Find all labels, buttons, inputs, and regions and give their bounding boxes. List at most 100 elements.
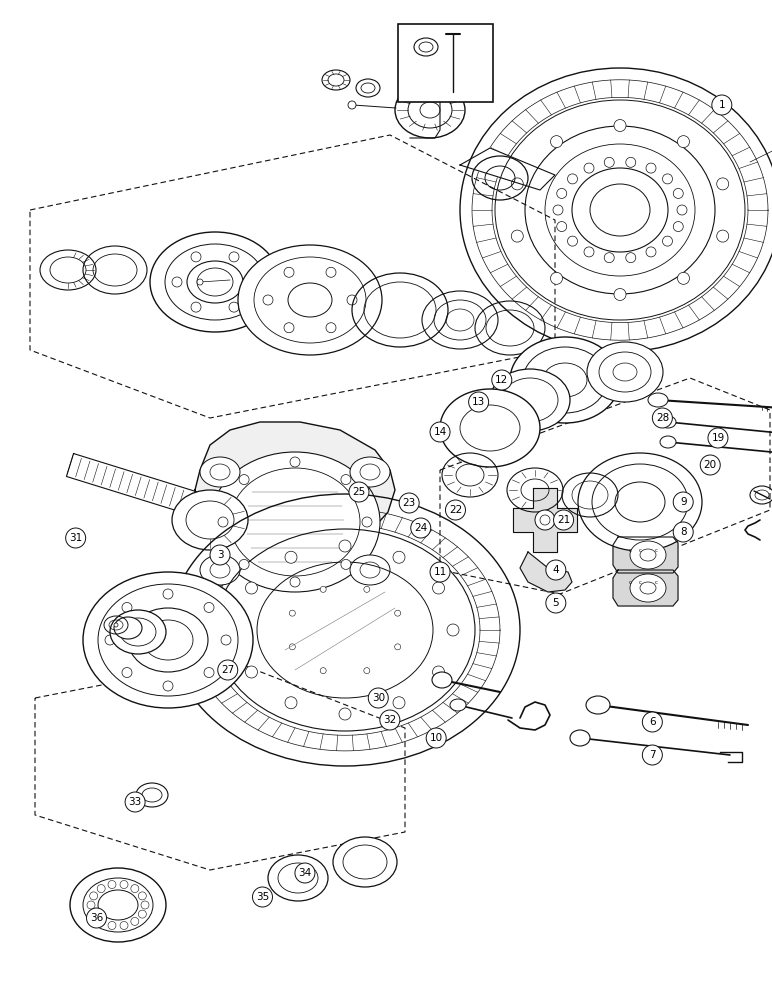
- Ellipse shape: [648, 393, 668, 407]
- Text: 3: 3: [217, 550, 223, 560]
- Ellipse shape: [83, 572, 253, 708]
- Ellipse shape: [419, 42, 433, 52]
- Circle shape: [546, 593, 566, 613]
- Text: 36: 36: [90, 913, 103, 923]
- Text: 4: 4: [553, 565, 559, 575]
- Circle shape: [252, 887, 273, 907]
- Ellipse shape: [587, 342, 663, 402]
- Circle shape: [700, 455, 720, 475]
- Text: 10: 10: [429, 733, 443, 743]
- Circle shape: [432, 666, 445, 678]
- Ellipse shape: [70, 868, 166, 942]
- Circle shape: [120, 921, 128, 929]
- Ellipse shape: [630, 541, 666, 569]
- Circle shape: [430, 422, 450, 442]
- Ellipse shape: [136, 783, 168, 807]
- Circle shape: [642, 745, 662, 765]
- Text: 1: 1: [719, 100, 725, 110]
- Circle shape: [411, 518, 431, 538]
- Ellipse shape: [432, 672, 452, 688]
- Circle shape: [326, 267, 336, 277]
- Circle shape: [191, 302, 201, 312]
- Circle shape: [604, 253, 615, 263]
- Circle shape: [567, 174, 577, 184]
- Circle shape: [239, 559, 249, 569]
- Text: 11: 11: [433, 567, 447, 577]
- Circle shape: [105, 635, 115, 645]
- Circle shape: [90, 892, 98, 900]
- Circle shape: [492, 370, 512, 390]
- Circle shape: [320, 668, 327, 674]
- Polygon shape: [520, 552, 572, 592]
- Circle shape: [347, 295, 357, 305]
- Text: c: c: [628, 580, 631, 585]
- Circle shape: [662, 236, 672, 246]
- Circle shape: [557, 222, 567, 232]
- Text: 34: 34: [298, 868, 312, 878]
- Circle shape: [430, 562, 450, 582]
- Circle shape: [263, 295, 273, 305]
- Circle shape: [673, 188, 683, 198]
- Circle shape: [557, 188, 567, 198]
- Circle shape: [368, 688, 388, 708]
- Ellipse shape: [630, 574, 666, 602]
- Circle shape: [204, 668, 214, 678]
- Circle shape: [245, 666, 258, 678]
- Circle shape: [108, 881, 116, 889]
- Text: 33: 33: [128, 797, 142, 807]
- Ellipse shape: [150, 232, 280, 332]
- Circle shape: [285, 551, 297, 563]
- Circle shape: [229, 252, 239, 262]
- Ellipse shape: [187, 261, 243, 303]
- Text: 13: 13: [472, 397, 486, 407]
- Circle shape: [673, 222, 683, 232]
- Circle shape: [550, 272, 563, 284]
- Circle shape: [295, 863, 315, 883]
- Text: c: c: [638, 548, 642, 552]
- Circle shape: [349, 482, 369, 502]
- Text: 31: 31: [69, 533, 83, 543]
- Circle shape: [125, 792, 145, 812]
- Circle shape: [245, 582, 258, 594]
- Circle shape: [130, 885, 139, 893]
- Polygon shape: [195, 422, 395, 558]
- Circle shape: [320, 586, 327, 592]
- Ellipse shape: [640, 582, 656, 594]
- Circle shape: [114, 623, 118, 627]
- Circle shape: [535, 510, 555, 530]
- Ellipse shape: [268, 855, 328, 901]
- Circle shape: [642, 712, 662, 732]
- Circle shape: [447, 624, 459, 636]
- Circle shape: [567, 236, 577, 246]
- Circle shape: [163, 589, 173, 599]
- Circle shape: [163, 681, 173, 691]
- Circle shape: [218, 660, 238, 680]
- Text: 28: 28: [655, 413, 669, 423]
- Circle shape: [218, 517, 228, 527]
- Text: 30: 30: [371, 693, 385, 703]
- Circle shape: [626, 253, 636, 263]
- Ellipse shape: [660, 436, 676, 448]
- Text: 32: 32: [383, 715, 397, 725]
- Ellipse shape: [128, 608, 208, 672]
- Circle shape: [248, 277, 258, 287]
- Text: 35: 35: [256, 892, 269, 902]
- Text: 19: 19: [711, 433, 725, 443]
- Polygon shape: [66, 454, 218, 521]
- Circle shape: [712, 95, 732, 115]
- Circle shape: [197, 279, 203, 285]
- Bar: [398, 24, 493, 102]
- Ellipse shape: [200, 555, 240, 585]
- Ellipse shape: [660, 416, 676, 428]
- Ellipse shape: [450, 699, 466, 711]
- Circle shape: [614, 288, 626, 300]
- Circle shape: [673, 492, 693, 512]
- Text: 5: 5: [553, 598, 559, 608]
- Circle shape: [172, 277, 182, 287]
- Circle shape: [652, 408, 672, 428]
- Circle shape: [646, 247, 656, 257]
- Ellipse shape: [570, 730, 590, 746]
- Circle shape: [138, 892, 147, 900]
- Circle shape: [231, 624, 243, 636]
- Ellipse shape: [114, 617, 142, 639]
